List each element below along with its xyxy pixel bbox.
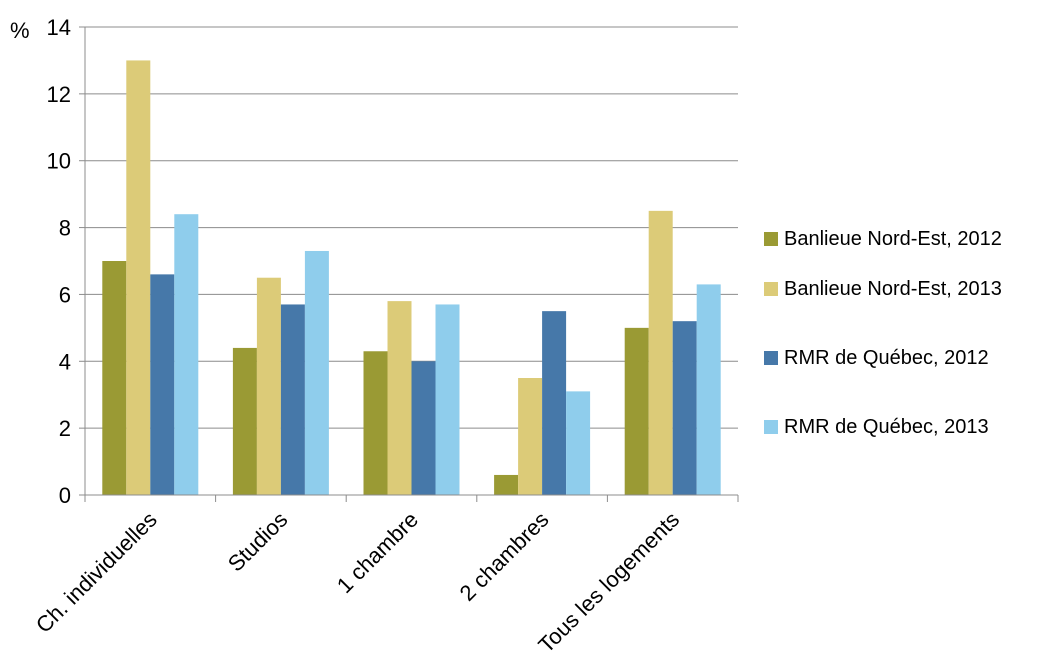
bar-1-4	[494, 474, 519, 495]
legend-label-series-2: Banlieue Nord-Est, 2013	[784, 277, 1002, 300]
bar-4-2	[304, 250, 329, 495]
bar-3-4	[542, 311, 567, 495]
bar-3-2	[280, 304, 305, 495]
bar-3-1	[150, 274, 175, 495]
bars	[102, 60, 721, 496]
bar-2-2	[256, 277, 281, 495]
x-tick-label: 1 chambre	[332, 507, 423, 598]
legend-item-series-1: Banlieue Nord-Est, 2012	[764, 224, 1002, 254]
x-tick-label: Studios	[223, 507, 293, 577]
bar-1-1	[102, 261, 127, 495]
legend-swatch-series-2	[764, 282, 778, 296]
y-tick-label: 6	[59, 282, 71, 307]
bar-2-1	[126, 60, 151, 496]
legend-swatch-series-4	[764, 420, 778, 434]
y-tick-label: 4	[59, 349, 71, 374]
bar-4-4	[566, 391, 591, 495]
bar-2-5	[648, 210, 673, 495]
legend-label-series-1: Banlieue Nord-Est, 2012	[784, 227, 1002, 250]
bar-4-5	[696, 284, 721, 495]
bar-2-4	[518, 378, 543, 495]
bar-2-3	[387, 301, 412, 495]
bar-4-1	[174, 214, 199, 495]
y-tick-label: 2	[59, 416, 71, 441]
y-tick-label: 12	[47, 82, 71, 107]
bar-1-5	[624, 327, 649, 495]
bar-1-2	[232, 347, 257, 495]
y-tick-label: 0	[59, 483, 71, 508]
y-tick-label: 14	[47, 15, 71, 40]
legend-swatch-series-1	[764, 232, 778, 246]
legend-item-series-2: Banlieue Nord-Est, 2013	[764, 274, 1002, 304]
legend-swatch-series-3	[764, 351, 778, 365]
legend-item-series-3: RMR de Québec, 2012	[764, 343, 989, 373]
x-tick-label: 2 chambres	[455, 507, 554, 606]
y-tick-label: 10	[47, 149, 71, 174]
bar-4-3	[435, 304, 460, 495]
bar-3-3	[411, 361, 436, 495]
y-tick-label: 8	[59, 216, 71, 241]
legend-label-series-3: RMR de Québec, 2012	[784, 346, 989, 369]
bar-1-3	[363, 351, 388, 495]
x-tick-label: Tous les logements	[533, 507, 684, 658]
legend-label-series-4: RMR de Québec, 2013	[784, 415, 989, 438]
bar-3-5	[672, 321, 697, 495]
legend-item-series-4: RMR de Québec, 2013	[764, 412, 989, 442]
x-tick-label: Ch. individuelles	[31, 507, 162, 638]
y-unit-label: %	[10, 18, 30, 43]
